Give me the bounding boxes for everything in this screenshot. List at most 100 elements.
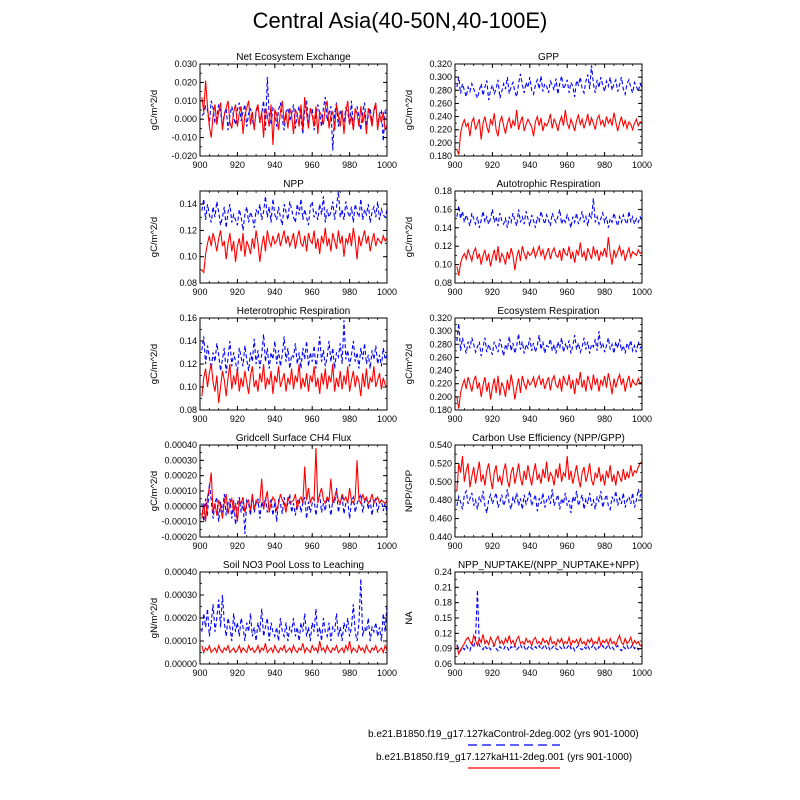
y-tick-label: 0.300 [429, 326, 452, 336]
x-tick-label: 980 [342, 414, 357, 424]
chart-panel-10: 900 920 940 960 980 1000 0.06 0.09 0.12 0.15 0.18 0… [404, 560, 652, 678]
x-tick-label: 940 [267, 668, 282, 678]
x-tick-label: 940 [522, 287, 537, 297]
y-tick-label: 0.200 [429, 138, 452, 148]
x-tick-label: 940 [267, 541, 282, 551]
y-axis-label: gC/m^2/d [149, 90, 160, 130]
x-tick-label: 900 [447, 160, 462, 170]
x-tick-label: 1000 [632, 541, 652, 551]
x-tick-label: 920 [230, 160, 245, 170]
y-tick-label: 0.480 [429, 495, 452, 505]
y-tick-label: 0.300 [429, 72, 452, 82]
x-tick-label: 900 [192, 541, 207, 551]
x-tick-label: 960 [560, 414, 575, 424]
y-tick-label: 0.200 [429, 392, 452, 402]
x-tick-label: 900 [192, 668, 207, 678]
experiment-series-line [456, 633, 642, 656]
y-tick-label: 0.14 [179, 336, 197, 346]
y-tick-label: 0.520 [429, 458, 452, 468]
y-tick-label: 0.220 [429, 125, 452, 135]
y-tick-label: 0.00020 [164, 613, 197, 623]
control-series-line [201, 191, 387, 231]
y-tick-label: 0.16 [434, 204, 452, 214]
y-tick-label: 0.14 [179, 199, 197, 209]
x-tick-label: 980 [597, 541, 612, 551]
y-tick-label: 0.500 [429, 477, 452, 487]
x-tick-label: 900 [192, 160, 207, 170]
y-tick-label: 0.18 [434, 186, 452, 196]
experiment-series-line [456, 236, 642, 276]
x-tick-label: 1000 [377, 668, 397, 678]
x-tick-label: 980 [597, 414, 612, 424]
y-tick-label: 0.00040 [164, 440, 197, 450]
y-tick-label: 0.010 [174, 96, 197, 106]
panel-title: Gridcell Surface CH4 Flux [236, 433, 352, 444]
experiment-series-line [201, 448, 387, 522]
y-tick-label: 0.08 [179, 278, 197, 288]
x-tick-label: 960 [305, 541, 320, 551]
y-tick-label: 0.08 [434, 278, 452, 288]
y-tick-label: 0.18 [434, 598, 452, 608]
chart-panel-7: 900 920 940 960 980 1000 -0.00020 -0.00010 0.000… [149, 433, 397, 551]
x-tick-label: 1000 [632, 668, 652, 678]
y-tick-label: 0.320 [429, 59, 452, 69]
y-tick-label: 0.12 [179, 359, 197, 369]
y-tick-label: 0.220 [429, 379, 452, 389]
x-tick-label: 960 [560, 541, 575, 551]
chart-panel-2: 900 920 940 960 980 1000 0.180 0.200 0.220 0.240 0… [404, 52, 652, 170]
x-tick-label: 980 [342, 541, 357, 551]
panel-title: Carbon Use Efficiency (NPP/GPP) [472, 433, 625, 444]
x-tick-label: 920 [485, 668, 500, 678]
x-tick-label: 1000 [377, 160, 397, 170]
y-tick-label: 0.000 [174, 114, 197, 124]
x-tick-label: 940 [267, 287, 282, 297]
figure-title: Central Asia(40-50N,40-100E) [252, 8, 548, 33]
x-tick-label: 920 [485, 160, 500, 170]
control-series-line [456, 65, 642, 101]
x-tick-label: 960 [305, 414, 320, 424]
y-tick-label: 0.10 [434, 260, 452, 270]
x-tick-label: 960 [560, 668, 575, 678]
y-tick-label: 0.440 [429, 532, 452, 542]
y-tick-label: 0.00030 [164, 590, 197, 600]
y-axis-label: NPP/GPP [404, 470, 415, 512]
control-series-line [456, 198, 642, 229]
experiment-series-line [456, 455, 642, 492]
x-tick-label: 920 [230, 287, 245, 297]
y-tick-label: 0.10 [179, 252, 197, 262]
chart-panel-3: 900 920 940 960 980 1000 0.08 0.10 0.12 0.14 NPP gC… [149, 179, 397, 297]
legend-label-experiment: b.e21.B1850.f19_g17.127kaH11-2deg.001 (y… [376, 752, 633, 763]
y-tick-label: 0.260 [429, 352, 452, 362]
y-tick-label: 0.280 [429, 339, 452, 349]
y-tick-label: -0.020 [171, 151, 197, 161]
plot-frame [454, 190, 643, 284]
x-tick-label: 920 [485, 414, 500, 424]
control-series-line [201, 320, 387, 374]
experiment-series-line [456, 109, 642, 155]
y-tick-label: 0.180 [429, 405, 452, 415]
x-tick-label: 980 [342, 668, 357, 678]
x-tick-label: 1000 [377, 287, 397, 297]
y-tick-label: 0.00010 [164, 636, 197, 646]
y-axis-label: gC/m^2/d [149, 471, 160, 511]
y-tick-label: 0.180 [429, 151, 452, 161]
x-tick-label: 1000 [632, 287, 652, 297]
chart-panel-6: 900 920 940 960 980 1000 0.180 0.200 0.220 0.240 0… [404, 306, 652, 424]
y-tick-label: 0.24 [434, 567, 452, 577]
y-tick-label: 0.16 [179, 313, 197, 323]
x-tick-label: 980 [597, 287, 612, 297]
x-tick-label: 980 [597, 668, 612, 678]
x-tick-label: 900 [447, 668, 462, 678]
legend-label-control: b.e21.B1850.f19_g17.127kaControl-2deg.00… [368, 729, 639, 740]
y-axis-label: gC/m^2/d [404, 344, 415, 384]
y-tick-label: 0.00000 [164, 659, 197, 669]
y-tick-label: 0.00030 [164, 455, 197, 465]
experiment-series-line [201, 640, 387, 655]
y-tick-label: 0.00040 [164, 567, 197, 577]
experiment-series-line [456, 371, 642, 409]
panel-title: Ecosystem Respiration [497, 306, 599, 317]
x-tick-label: 920 [485, 541, 500, 551]
x-tick-label: 940 [522, 160, 537, 170]
panel-title: NPP_NUPTAKE/(NPP_NUPTAKE+NPP) [458, 560, 639, 571]
